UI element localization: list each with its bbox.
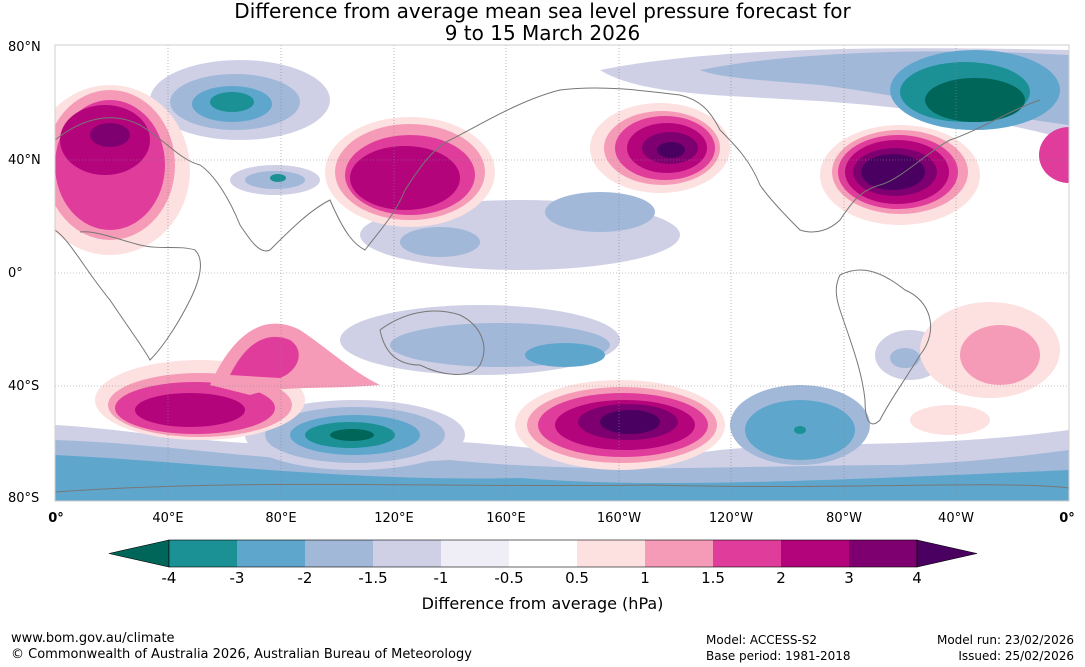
lon-label-40e: 40°E — [152, 511, 184, 526]
map-title-line2: 9 to 15 March 2026 — [444, 21, 641, 45]
footer-base-period: Base period: 1981-2018 — [706, 649, 851, 663]
footer-copyright: © Commonwealth of Australia 2026, Austra… — [11, 647, 472, 662]
colorbar-swatch — [441, 540, 509, 567]
lon-label-0-east: 0° — [1059, 511, 1075, 526]
colorbar-tick: -2 — [297, 569, 313, 587]
colorbar-under-arrow — [108, 539, 170, 568]
colorbar-tick: 3 — [844, 569, 854, 587]
colorbar-tick: 1 — [640, 569, 650, 587]
graticule — [55, 45, 1069, 501]
colorbar-tick: 0.5 — [565, 569, 589, 587]
colorbar-swatch — [645, 540, 713, 567]
lat-label-80n: 80°N — [8, 40, 41, 55]
lon-label-0-west: 0° — [48, 511, 64, 526]
lat-label-80s: 80°S — [8, 491, 40, 506]
anomaly-field — [55, 45, 1069, 501]
colorbar-swatch — [781, 540, 849, 567]
colorbar-swatch — [713, 540, 781, 567]
footer-issued: Issued: 25/02/2026 — [958, 649, 1074, 663]
colorbar-swatch — [237, 540, 305, 567]
lat-label-0: 0° — [8, 266, 23, 281]
colorbar-tick: 1.5 — [701, 569, 725, 587]
colorbar-title: Difference from average (hPa) — [421, 594, 664, 613]
map-title-line1: Difference from average mean sea level p… — [234, 0, 851, 23]
colorbar-over-arrow — [916, 539, 978, 568]
footer-model: Model: ACCESS-S2 — [706, 633, 818, 647]
lon-label-80e: 80°E — [265, 511, 297, 526]
colorbar-tick: 4 — [912, 569, 922, 587]
colorbar-tick: -1 — [433, 569, 449, 587]
lon-label-40w: 40°W — [938, 511, 974, 526]
colorbar-tick: -0.5 — [494, 569, 524, 587]
footer-url: www.bom.gov.au/climate — [11, 631, 175, 646]
colorbar-swatch — [305, 540, 373, 567]
coastlines — [55, 87, 1069, 493]
colorbar-border — [168, 539, 918, 568]
colorbar-tick: -3 — [229, 569, 245, 587]
lon-label-160w: 160°W — [596, 511, 642, 526]
colorbar-swatch — [509, 540, 577, 567]
colorbar-swatch — [849, 540, 917, 567]
colorbar — [108, 539, 978, 568]
lat-label-40n: 40°N — [8, 153, 41, 168]
colorbar-swatch — [373, 540, 441, 567]
colorbar-tick: -4 — [161, 569, 177, 587]
lon-label-160e: 160°E — [486, 511, 526, 526]
lat-label-40s: 40°S — [8, 379, 40, 394]
lon-label-120w: 120°W — [708, 511, 754, 526]
lon-label-80w: 80°W — [826, 511, 862, 526]
colorbar-tick: -1.5 — [358, 569, 388, 587]
lon-label-120e: 120°E — [374, 511, 414, 526]
footer-model-run: Model run: 23/02/2026 — [936, 633, 1074, 647]
colorbar-tick: 2 — [776, 569, 786, 587]
colorbar-swatch — [169, 540, 237, 567]
colorbar-swatch — [577, 540, 645, 567]
